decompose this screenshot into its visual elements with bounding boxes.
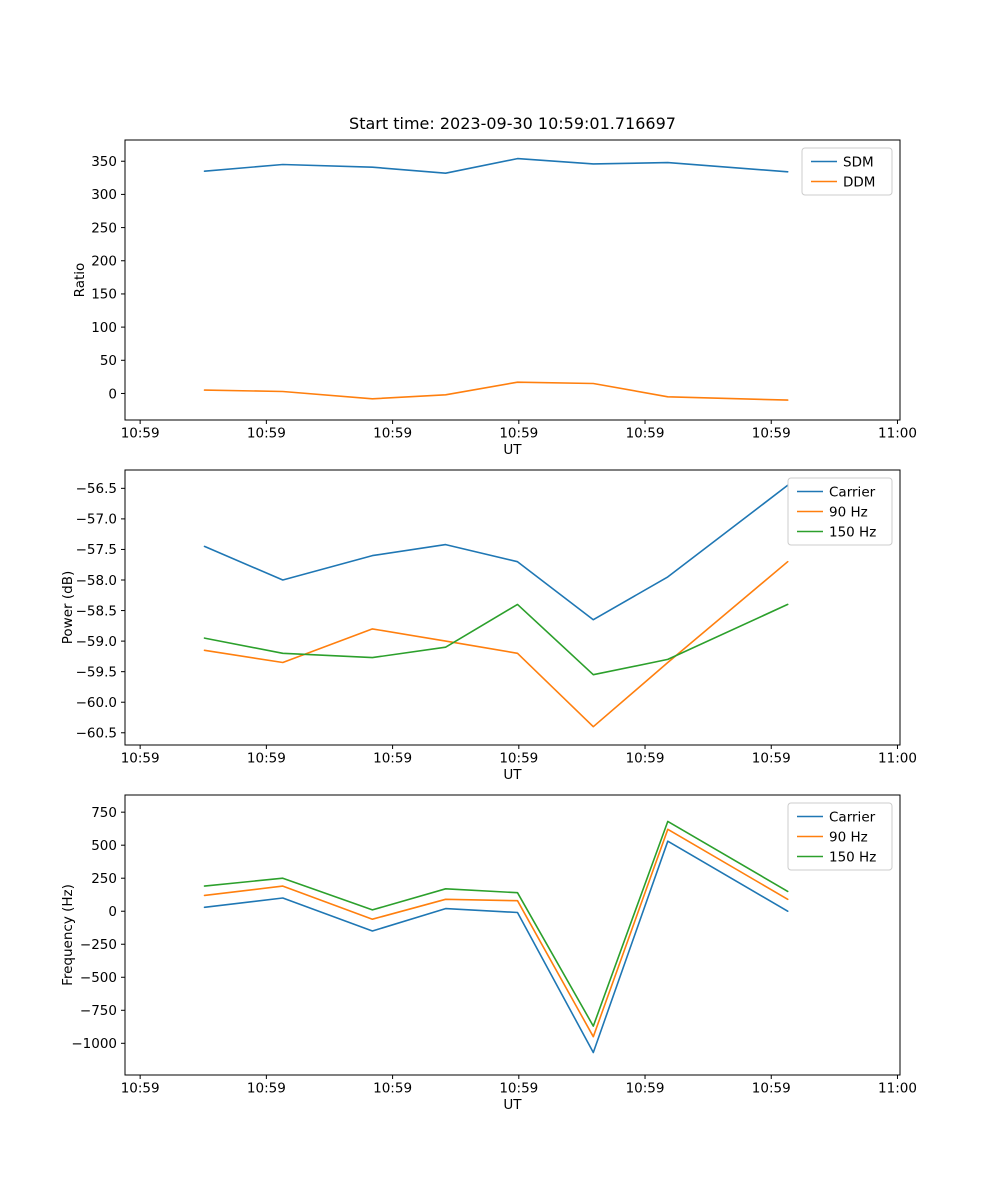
y-tick-label: 250	[91, 871, 117, 887]
series-line-carrier	[203, 484, 789, 621]
legend-label: 150 Hz	[829, 524, 876, 540]
y-tick-label: −59.0	[76, 634, 117, 650]
y-tick-label: 350	[91, 154, 117, 170]
y-tick-label: 250	[91, 220, 117, 236]
x-tick-label: 10:59	[373, 1081, 412, 1097]
y-tick-label: −59.5	[76, 664, 117, 680]
y-tick-label: −60.5	[76, 726, 117, 742]
x-tick-label: 11:00	[878, 426, 917, 442]
y-tick-label: 100	[91, 320, 117, 336]
y-tick-label: −58.0	[76, 573, 117, 589]
series-line-carrier	[203, 840, 789, 1054]
plot-border	[124, 469, 901, 746]
y-axis-label: Ratio	[72, 263, 88, 298]
y-axis-label: Frequency (Hz)	[60, 884, 76, 986]
y-tick-label: −60.0	[76, 695, 117, 711]
y-tick-label: −57.0	[76, 512, 117, 528]
y-tick-label: −1000	[71, 1036, 117, 1052]
y-tick-label: 150	[91, 287, 117, 303]
y-tick-label: 0	[108, 386, 117, 402]
series-line-sdm	[203, 157, 789, 174]
plot-border	[124, 139, 901, 421]
x-tick-label: 11:00	[878, 1081, 917, 1097]
x-tick-label: 10:59	[752, 751, 791, 767]
x-tick-label: 10:59	[499, 1081, 538, 1097]
x-tick-label: 10:59	[626, 1081, 665, 1097]
legend-label: Carrier	[829, 809, 876, 825]
y-tick-label: −250	[80, 937, 117, 953]
legend-label: 90 Hz	[829, 829, 868, 845]
power-chart: 10:59 10:59 10:59 10:59 10:59 10:59 11:00 −60.5…	[60, 469, 917, 783]
legend-box	[801, 147, 893, 196]
x-tick-label: 11:00	[878, 751, 917, 767]
x-tick-label: 10:59	[626, 426, 665, 442]
chart-title: Start time: 2023-09-30 10:59:01.716697	[349, 114, 676, 133]
x-tick-label: 10:59	[121, 426, 160, 442]
y-tick-label: 750	[91, 805, 117, 821]
legend-label: SDM	[843, 154, 874, 170]
x-tick-label: 10:59	[247, 426, 286, 442]
legend-label: 90 Hz	[829, 504, 868, 520]
y-tick-label: −500	[80, 970, 117, 986]
frequency-chart: 10:59 10:59 10:59 10:59 10:59 10:59 11:00 −1000…	[60, 794, 917, 1113]
series-line-90-hz	[203, 560, 789, 728]
y-tick-label: 500	[91, 838, 117, 854]
y-tick-label: −750	[80, 1003, 117, 1019]
series-line-90-hz	[203, 828, 789, 1038]
x-tick-label: 10:59	[499, 751, 538, 767]
x-tick-label: 10:59	[499, 426, 538, 442]
series-line-150-hz	[203, 820, 789, 1027]
y-tick-label: 300	[91, 187, 117, 203]
legend: Carrier 90 Hz 150 Hz	[787, 802, 893, 871]
y-tick-label: 0	[108, 904, 117, 920]
y-tick-label: −56.5	[76, 481, 117, 497]
x-axis-label: UT	[503, 442, 522, 458]
series-line-ddm	[203, 381, 789, 401]
x-axis-label: UT	[503, 767, 522, 783]
series-line-150-hz	[203, 603, 789, 676]
legend-label: DDM	[843, 174, 875, 190]
y-tick-label: 200	[91, 254, 117, 270]
plot-border	[124, 794, 901, 1076]
x-axis-label: UT	[503, 1097, 522, 1113]
legend-label: Carrier	[829, 484, 876, 500]
x-tick-label: 10:59	[752, 426, 791, 442]
legend-box	[787, 802, 893, 871]
ratio-chart: 10:59 10:59 10:59 10:59 10:59 10:59 11:00 0 50 10…	[72, 114, 917, 458]
legend-box	[787, 477, 893, 546]
y-axis-label: Power (dB)	[60, 571, 76, 644]
legend-label: 150 Hz	[829, 849, 876, 865]
legend: Carrier 90 Hz 150 Hz	[787, 477, 893, 546]
x-tick-label: 10:59	[121, 751, 160, 767]
x-tick-label: 10:59	[373, 751, 412, 767]
y-tick-label: 50	[100, 353, 117, 369]
x-tick-label: 10:59	[247, 751, 286, 767]
x-tick-label: 10:59	[626, 751, 665, 767]
x-tick-label: 10:59	[752, 1081, 791, 1097]
x-tick-label: 10:59	[373, 426, 412, 442]
legend: SDM DDM	[801, 147, 893, 196]
x-tick-label: 10:59	[247, 1081, 286, 1097]
x-tick-label: 10:59	[121, 1081, 160, 1097]
y-tick-label: −58.5	[76, 603, 117, 619]
y-tick-label: −57.5	[76, 542, 117, 558]
